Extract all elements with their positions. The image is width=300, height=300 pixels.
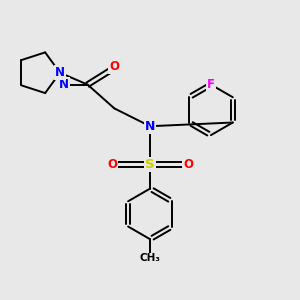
Text: N: N xyxy=(55,66,65,79)
Text: O: O xyxy=(109,60,119,73)
Text: O: O xyxy=(107,158,117,171)
Text: CH₃: CH₃ xyxy=(140,254,160,263)
Text: S: S xyxy=(145,158,155,171)
Text: F: F xyxy=(207,78,215,91)
Text: N: N xyxy=(145,120,155,133)
Text: N: N xyxy=(59,78,69,91)
Text: O: O xyxy=(183,158,193,171)
